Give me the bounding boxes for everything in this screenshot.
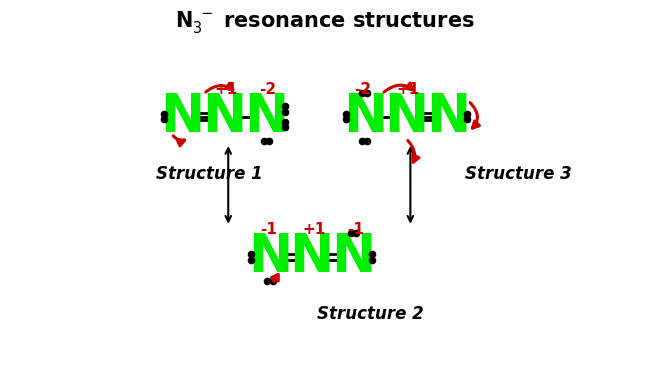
Text: +1: +1 <box>302 222 325 237</box>
Text: N: N <box>426 91 471 143</box>
Text: N: N <box>343 91 387 143</box>
Text: N$_3^{\ -}$ resonance structures: N$_3^{\ -}$ resonance structures <box>175 9 475 35</box>
Text: Structure 1: Structure 1 <box>156 164 263 183</box>
Text: N: N <box>161 91 205 143</box>
Text: N: N <box>332 231 376 283</box>
Text: Structure 2: Structure 2 <box>317 305 424 323</box>
Text: N: N <box>202 91 246 143</box>
Text: N: N <box>290 231 334 283</box>
Text: N: N <box>244 91 289 143</box>
Text: -2: -2 <box>259 82 277 97</box>
Text: -1: -1 <box>259 222 276 237</box>
Text: N: N <box>384 91 429 143</box>
FancyArrowPatch shape <box>272 274 278 281</box>
Text: +1: +1 <box>214 82 238 97</box>
Text: -2: -2 <box>354 82 372 97</box>
FancyArrowPatch shape <box>205 83 233 92</box>
FancyArrowPatch shape <box>408 141 419 162</box>
Text: -1: -1 <box>347 222 364 237</box>
Text: Structure 3: Structure 3 <box>465 164 572 183</box>
Text: N: N <box>248 231 292 283</box>
FancyArrowPatch shape <box>384 83 413 92</box>
FancyArrowPatch shape <box>173 136 185 146</box>
FancyArrowPatch shape <box>470 102 480 128</box>
Text: +1: +1 <box>397 82 420 97</box>
